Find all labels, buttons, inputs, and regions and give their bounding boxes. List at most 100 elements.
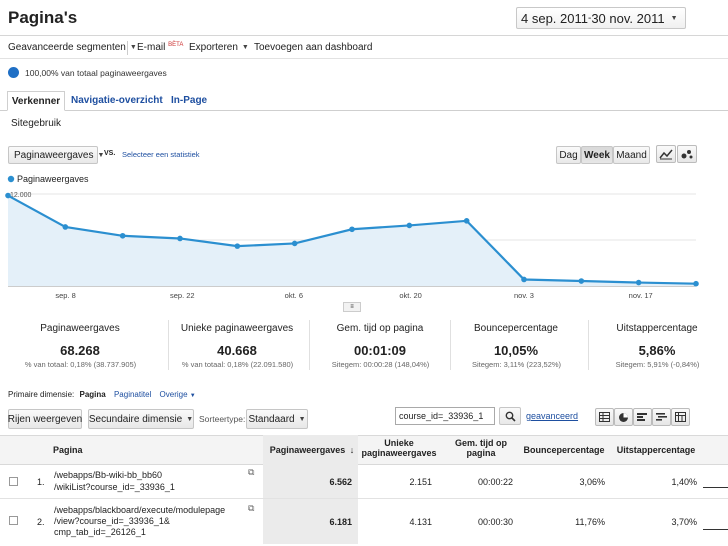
advanced-segments-button[interactable]: Geavanceerde segmenten ▼ bbox=[8, 42, 137, 53]
comparison-view-icon[interactable] bbox=[652, 408, 671, 426]
data-point bbox=[62, 224, 69, 230]
col-header-bounce[interactable]: Bouncepercentage bbox=[523, 445, 605, 455]
x-tick-label: nov. 3 bbox=[514, 291, 534, 300]
primary-dimension-bar: Primaire dimensie: Pagina Paginatitel Ov… bbox=[8, 390, 196, 399]
row-number: 1. bbox=[37, 477, 45, 487]
motion-chart-icon[interactable] bbox=[677, 145, 697, 163]
metric-exit-label: Uitstappercentage bbox=[616, 323, 698, 334]
data-point bbox=[291, 240, 298, 247]
x-tick-label: okt. 20 bbox=[399, 291, 422, 300]
tab-verkenner[interactable]: Verkenner bbox=[7, 91, 65, 111]
table-view-icon[interactable] bbox=[595, 408, 614, 426]
advanced-filter-link[interactable]: geavanceerd bbox=[526, 411, 579, 421]
granularity-week[interactable]: Week bbox=[581, 146, 613, 164]
email-button[interactable]: E-mail BÈTA bbox=[137, 42, 183, 53]
select-statistic-link[interactable]: Selecteer een statistiek bbox=[122, 150, 200, 159]
sort-type-value: Standaard bbox=[248, 413, 295, 425]
row-pageviews: 6.181 bbox=[329, 517, 352, 527]
secondary-dimension-label: Secundaire dimensie bbox=[88, 413, 183, 425]
col-header-pageviews-label: Paginaweergaves bbox=[269, 445, 346, 455]
show-rows-button[interactable]: Rijen weergeven bbox=[8, 409, 82, 429]
tab-verkenner-label: Verkenner bbox=[11, 95, 61, 107]
data-point bbox=[578, 278, 585, 284]
toolbar-divider bbox=[127, 41, 128, 55]
row-bounce: 11,76% bbox=[575, 517, 605, 527]
table-header bbox=[0, 435, 728, 465]
col-header-pagina[interactable]: Pagina bbox=[53, 445, 83, 455]
x-tick-label: sep. 8 bbox=[55, 291, 75, 300]
y-tick-label: 12.000 bbox=[10, 192, 32, 199]
tab-navigatie-overzicht[interactable]: Navigatie-overzicht bbox=[71, 95, 163, 106]
granularity-month[interactable]: Maand bbox=[613, 146, 650, 164]
dimension-overige[interactable]: Overige bbox=[159, 390, 188, 399]
series-area bbox=[8, 195, 696, 286]
row-unique: 2.151 bbox=[409, 477, 432, 487]
tab-bar bbox=[0, 110, 728, 111]
row-page-link[interactable]: /webapps/blackboard/execute/modulepage /… bbox=[54, 505, 225, 538]
chevron-down-icon: ▼ bbox=[298, 415, 306, 423]
external-link-icon[interactable]: ⧉ bbox=[248, 503, 255, 513]
metric-unique-sub: % van totaal: 0,18% (22.091.580) bbox=[181, 360, 294, 369]
bar-view-icon[interactable] bbox=[633, 408, 652, 426]
metric-bounce-sub: Sitegem: 3,11% (223,52%) bbox=[471, 360, 562, 369]
row-pageviews: 6.562 bbox=[329, 477, 352, 487]
data-point bbox=[406, 222, 413, 229]
date-start: 4 sep. 2011 bbox=[521, 10, 588, 26]
beta-badge: BÈTA bbox=[168, 42, 184, 48]
pivot-view-icon[interactable] bbox=[671, 408, 690, 426]
col-header-unique[interactable]: Unieke paginaweergaves bbox=[361, 438, 437, 458]
chart-resize-handle[interactable]: ≡ bbox=[343, 302, 361, 312]
data-point bbox=[349, 226, 355, 233]
metric-time-label: Gem. tijd op pagina bbox=[336, 323, 424, 334]
chevron-down-icon: ▼ bbox=[189, 393, 196, 399]
sort-type-label: Sorteertype: bbox=[199, 414, 246, 424]
external-link-icon[interactable]: ⧉ bbox=[248, 467, 255, 477]
row-checkbox[interactable] bbox=[9, 516, 18, 525]
data-point bbox=[635, 279, 642, 286]
row-page-line: /webapps/Bb-wiki-bb_bb60 bbox=[54, 470, 163, 480]
search-input[interactable]: course_id=_33936_1 bbox=[395, 407, 495, 425]
metric-exit-value: 5,86% bbox=[638, 343, 676, 358]
row-checkbox[interactable] bbox=[9, 477, 18, 486]
col-header-pageviews[interactable]: Paginaweergaves ↓ bbox=[268, 445, 356, 455]
subtab-sitegebruik[interactable]: Sitegebruik bbox=[11, 118, 62, 129]
dimension-pagina[interactable]: Pagina bbox=[79, 390, 106, 399]
row-unique: 4.131 bbox=[409, 517, 432, 527]
row-page-link[interactable]: /webapps/Bb-wiki-bb_bb60 /wikiList?cours… bbox=[54, 469, 175, 493]
x-tick-label: nov. 17 bbox=[629, 291, 653, 300]
granularity-day[interactable]: Dag bbox=[556, 146, 581, 164]
row-time: 00:00:30 bbox=[477, 517, 513, 527]
dimension-paginatitel[interactable]: Paginatitel bbox=[113, 390, 152, 399]
col-header-time[interactable]: Gem. tijd op pagina bbox=[454, 438, 507, 458]
row-time: 00:00:22 bbox=[477, 477, 513, 487]
date-range-picker[interactable]: 4 sep. 2011 - 30 nov. 2011 ▼ bbox=[516, 7, 686, 29]
pie-view-icon[interactable] bbox=[614, 408, 633, 426]
col-header-exit[interactable]: Uitstappercentage bbox=[616, 445, 696, 455]
line-chart-icon[interactable] bbox=[656, 145, 676, 163]
metric-divider bbox=[588, 320, 589, 370]
metric-divider bbox=[309, 320, 310, 370]
metric-select[interactable]: Paginaweergaves ▼ bbox=[8, 146, 104, 164]
data-point bbox=[119, 232, 126, 239]
chevron-down-icon: ▼ bbox=[670, 14, 678, 22]
sort-type-select[interactable]: Standaard ▼ bbox=[246, 409, 308, 429]
metric-pageviews-sub: % van totaal: 0,18% (38.737.905) bbox=[24, 360, 137, 369]
legend-label: Paginaweergaves bbox=[17, 174, 89, 184]
x-tick-label: sep. 22 bbox=[170, 291, 195, 300]
secondary-dimension-select[interactable]: Secundaire dimensie ▼ bbox=[88, 409, 194, 429]
add-to-dashboard-button[interactable]: Toevoegen aan dashboard bbox=[254, 42, 373, 53]
metric-divider bbox=[168, 320, 169, 370]
arrow-down-icon: ↓ bbox=[349, 445, 355, 455]
row-page-line: /view?course_id=_33936_1& bbox=[54, 516, 170, 526]
metric-divider bbox=[450, 320, 451, 370]
tab-in-page[interactable]: In-Page bbox=[171, 95, 208, 106]
data-point bbox=[234, 243, 241, 249]
search-button[interactable] bbox=[499, 407, 521, 425]
chevron-down-icon: ▼ bbox=[241, 44, 249, 51]
divider-line bbox=[703, 487, 728, 488]
data-point bbox=[521, 276, 527, 283]
x-tick-label: okt. 6 bbox=[285, 291, 303, 300]
sorted-column-shade bbox=[263, 435, 358, 544]
export-button[interactable]: Exporteren ▼ bbox=[189, 42, 249, 53]
data-point bbox=[693, 280, 699, 287]
